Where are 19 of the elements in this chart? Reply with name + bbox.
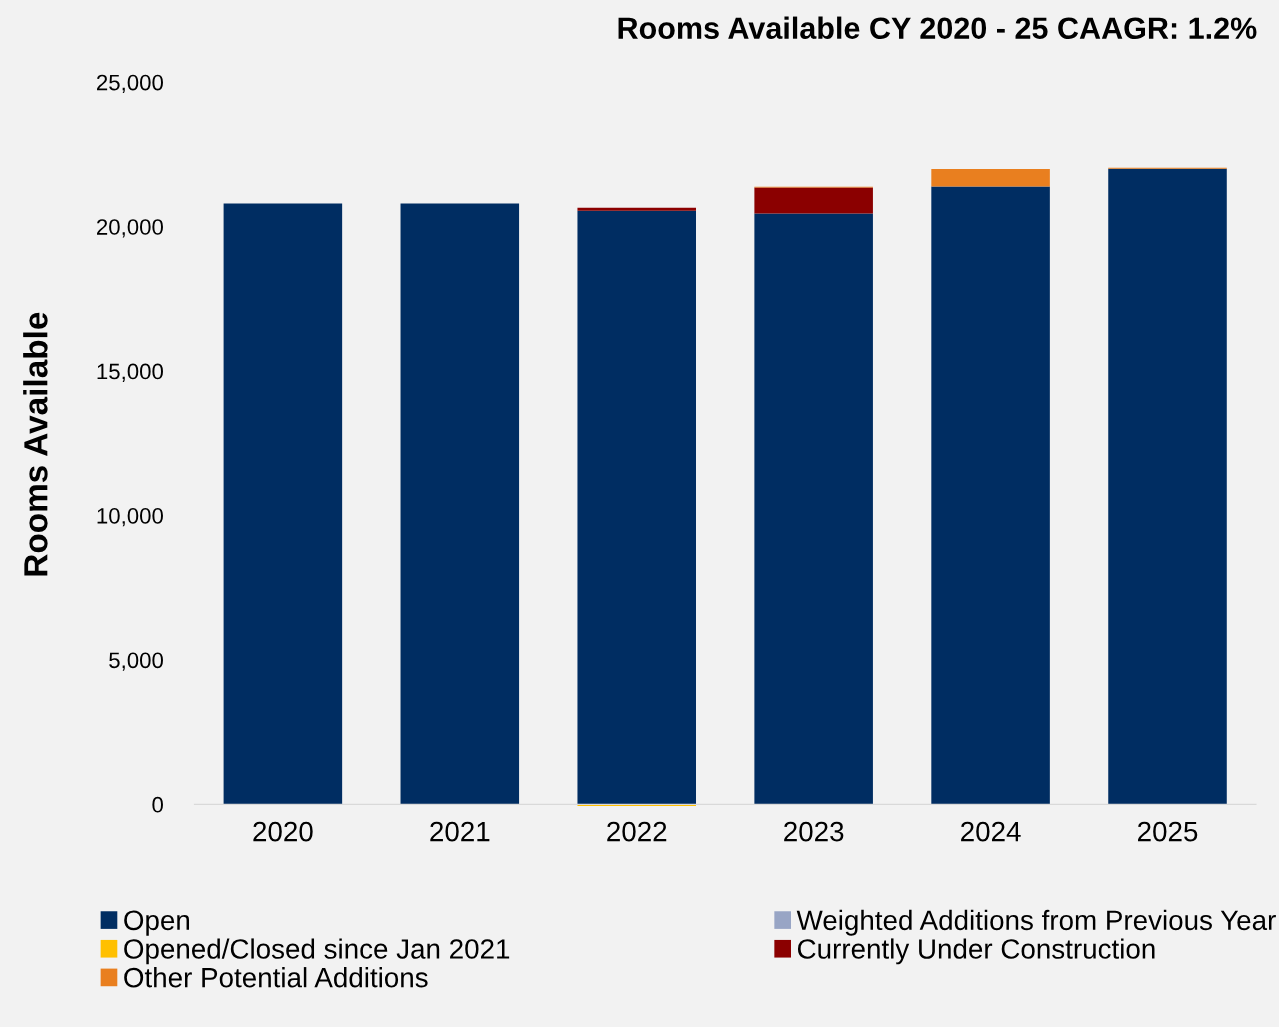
legend-label: Currently Under Construction xyxy=(797,938,1155,965)
x-tick-label: 2021 xyxy=(430,821,490,842)
y-tick-label: 25,000 xyxy=(97,74,163,94)
y-tick-label: 0 xyxy=(152,796,163,813)
x-tick-label: 2024 xyxy=(961,821,1021,842)
y-tick-label: 15,000 xyxy=(97,363,163,382)
x-tick-label: 2023 xyxy=(784,821,844,842)
x-tick-label: 2022 xyxy=(607,821,667,842)
x-tick-label: 2025 xyxy=(1138,821,1198,842)
legend-label: Open xyxy=(124,910,190,936)
y-tick-label: 10,000 xyxy=(97,508,163,527)
legend-label: Other Potential Additions xyxy=(124,967,428,988)
y-axis-title: Rooms Available xyxy=(23,312,48,576)
y-tick-label: 20,000 xyxy=(97,219,163,238)
y-tick-label: 5,000 xyxy=(109,652,163,671)
x-tick-label: 2020 xyxy=(253,821,313,842)
legend-label: Opened/Closed since Jan 2021 xyxy=(124,938,510,965)
chart-title: Rooms Available CY 2020 - 25 CAAGR: 1.2% xyxy=(618,16,1257,40)
legend-label: Weighted Additions from Previous Year xyxy=(796,909,1276,936)
